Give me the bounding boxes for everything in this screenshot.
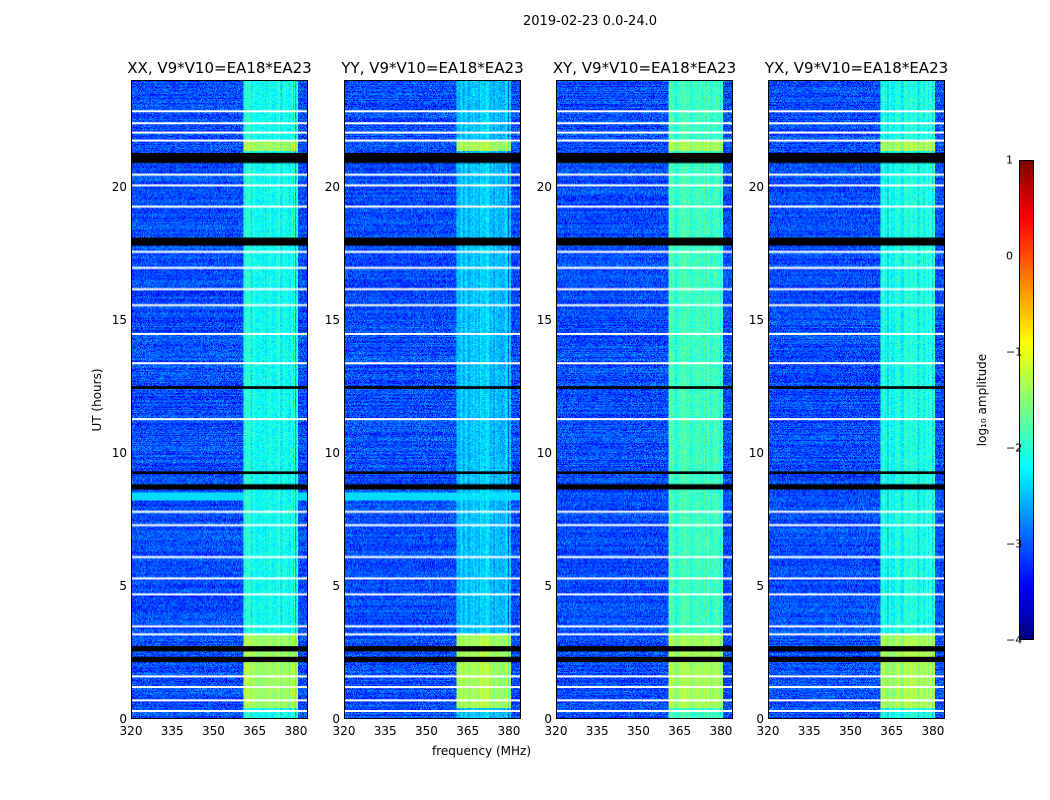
y-tick-label: 10 (111, 445, 127, 460)
y-tick-label: 5 (756, 578, 764, 593)
y-tick-label: 10 (324, 445, 340, 460)
y-tick-label: 20 (748, 179, 764, 194)
y-tick-label: 5 (332, 578, 340, 593)
heatmap-image (132, 81, 307, 718)
y-tick-label: 5 (119, 578, 127, 593)
panel-title: XX, V9*V10=EA18*EA23 (127, 59, 312, 77)
x-tick-label: 380 (921, 724, 945, 738)
y-tick-label: 0 (119, 712, 127, 726)
heatmap-image (557, 81, 732, 718)
x-tick-label: 320 (332, 724, 356, 738)
y-tick-label: 15 (324, 312, 340, 327)
y-tick-label: 20 (536, 179, 552, 194)
x-tick-label: 365 (243, 724, 267, 738)
x-tick-label: 335 (160, 724, 184, 738)
y-tick-label: 20 (111, 179, 127, 194)
colorbar-tick-label: −1 (1006, 345, 1023, 359)
y-tick-label: 15 (111, 312, 127, 327)
y-tick-label: 5 (544, 578, 552, 593)
x-tick-label: 380 (709, 724, 733, 738)
y-tick-label: 10 (536, 445, 552, 460)
x-tick-label: 320 (119, 724, 143, 738)
x-tick-label: 335 (585, 724, 609, 738)
x-tick-label: 380 (284, 724, 308, 738)
colorbar-tick-label: −4 (1006, 633, 1023, 647)
heatmap-image (345, 81, 520, 718)
x-tick-label: 320 (544, 724, 568, 738)
colorbar-tick-label: 0 (1006, 249, 1013, 263)
x-tick-label: 335 (797, 724, 821, 738)
panel-title: XY, V9*V10=EA18*EA23 (552, 59, 737, 77)
heatmap-panel-1 (344, 80, 521, 719)
x-tick-label: 365 (456, 724, 480, 738)
colorbar-tick-label: −2 (1006, 441, 1023, 455)
panel-title: YX, V9*V10=EA18*EA23 (764, 59, 949, 77)
figure-title: 2019-02-23 0.0-24.0 (523, 14, 657, 29)
heatmap-panel-2 (556, 80, 733, 719)
x-tick-label: 365 (880, 724, 904, 738)
heatmap-panel-3 (768, 80, 945, 719)
y-tick-label: 0 (544, 712, 552, 726)
x-tick-label: 350 (627, 724, 650, 738)
colorbar (1019, 160, 1034, 640)
x-tick-label: 365 (668, 724, 692, 738)
x-tick-label: 350 (415, 724, 438, 738)
heatmap-panel-0 (131, 80, 308, 719)
x-tick-label: 320 (756, 724, 780, 738)
y-tick-label: 0 (756, 712, 764, 726)
y-tick-label: 15 (748, 312, 764, 327)
panel-title: YY, V9*V10=EA18*EA23 (341, 59, 524, 77)
colorbar-label: log₁₀ amplitude (975, 353, 989, 447)
colorbar-tick-label: 1 (1006, 153, 1013, 167)
heatmap-image (769, 81, 944, 718)
y-tick-label: 0 (332, 712, 340, 726)
x-axis-label: frequency (MHz) (432, 744, 532, 758)
x-tick-label: 350 (202, 724, 225, 738)
x-tick-label: 350 (839, 724, 862, 738)
x-tick-label: 380 (497, 724, 521, 738)
y-tick-label: 15 (536, 312, 552, 327)
y-tick-label: 20 (324, 179, 340, 194)
colorbar-tick-label: −3 (1006, 537, 1023, 551)
y-axis-label: UT (hours) (90, 368, 104, 432)
y-tick-label: 10 (748, 445, 764, 460)
x-tick-label: 335 (373, 724, 397, 738)
